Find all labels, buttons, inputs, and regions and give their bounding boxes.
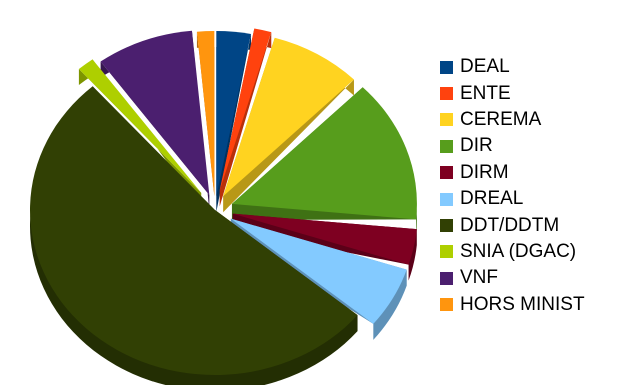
pie-slice-tops (30, 28, 417, 375)
legend-item-dirm: DIRM (440, 160, 585, 186)
pie-slice-snia-dgac (78, 59, 202, 193)
legend-label: DREAL (460, 188, 524, 210)
legend-label: HORS MINIST (460, 293, 585, 315)
legend-swatch (440, 245, 453, 259)
legend-item-dir: DIR (440, 133, 585, 159)
legend-item-hors-minist: HORS MINIST (440, 292, 585, 318)
legend-swatch (440, 113, 453, 127)
legend-label: VNF (460, 267, 498, 289)
legend-label: ENTE (460, 82, 511, 104)
legend-swatch (440, 219, 453, 233)
legend-label: DIRM (460, 161, 509, 183)
pie-slice-side-ente (219, 28, 272, 207)
legend-swatch (440, 298, 453, 312)
legend-swatch (440, 271, 453, 285)
legend-item-vnf: VNF (440, 265, 585, 291)
pie-slice-ddt-ddtm (30, 86, 358, 375)
pie-slice-cerema (223, 37, 354, 197)
legend-swatch (440, 166, 453, 180)
legend-label: CEREMA (460, 108, 542, 130)
legend-item-ddt-ddtm: DDT/DDTM (440, 212, 585, 238)
pie-slice-dreal (230, 218, 407, 324)
pie-slice-dir (231, 87, 417, 220)
legend-item-deal: DEAL (440, 54, 585, 80)
pie-slice-dirm (232, 213, 417, 265)
legend-swatch (440, 139, 453, 153)
legend-item-cerema: CEREMA (440, 107, 585, 133)
pie-slice-vnf (100, 30, 210, 196)
pie-slice-ente (219, 28, 272, 191)
legend-swatch (440, 60, 453, 74)
legend-item-snia-dgac: SNIA (DGAC) (440, 239, 585, 265)
legend-label: DEAL (460, 56, 510, 78)
legend-label: DDT/DDTM (460, 214, 560, 236)
legend-item-ente: ENTE (440, 80, 585, 106)
legend-label: SNIA (DGAC) (460, 240, 577, 262)
chart-legend: DEAL ENTE CEREMA DIR DIRM DREAL DDT/DDTM SNIA (… (440, 54, 585, 318)
legend-swatch (440, 87, 453, 101)
pie-slice-hors-minist (196, 31, 215, 197)
pie-slice-deal (216, 31, 251, 197)
legend-item-dreal: DREAL (440, 186, 585, 212)
legend-label: DIR (460, 135, 493, 157)
legend-swatch (440, 192, 453, 206)
